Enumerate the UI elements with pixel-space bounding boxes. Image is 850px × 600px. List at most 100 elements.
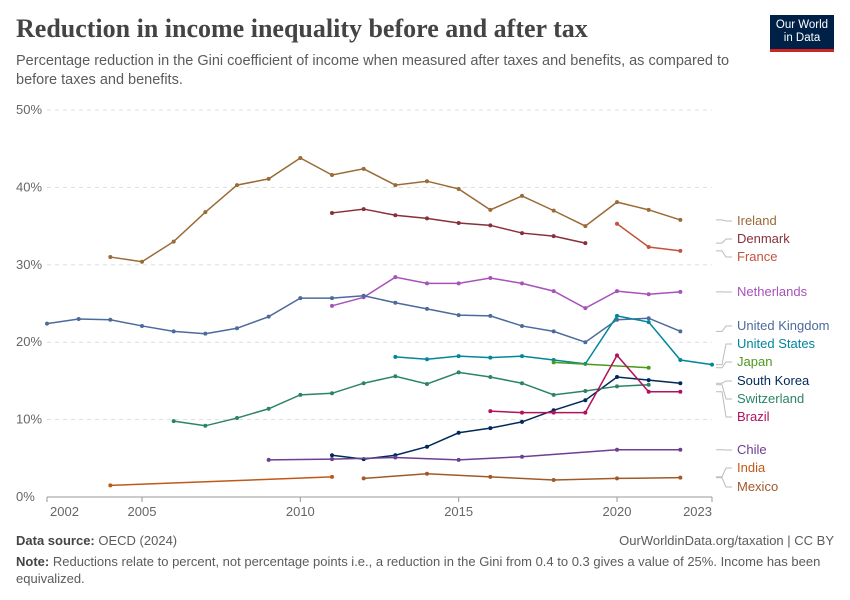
data-point — [520, 454, 524, 459]
data-point — [456, 221, 461, 226]
legend-label: France — [737, 249, 777, 264]
series-line-mexico — [363, 473, 681, 481]
data-point — [520, 419, 524, 424]
data-point — [76, 316, 81, 321]
data-point — [456, 457, 461, 462]
data-point — [615, 476, 619, 481]
data-point — [678, 329, 683, 334]
note-label: Note: — [16, 554, 50, 569]
legend-label: Japan — [737, 354, 772, 369]
data-point — [488, 426, 493, 431]
data-point — [520, 281, 524, 286]
data-point — [678, 475, 683, 480]
data-point — [171, 239, 176, 244]
data-point — [520, 354, 524, 359]
label-connector — [716, 361, 732, 369]
series-line-japan — [553, 361, 649, 369]
legend-label: United Kingdom — [737, 318, 830, 333]
data-point — [615, 313, 619, 318]
data-point — [583, 388, 588, 393]
data-point — [266, 406, 271, 411]
x-tick-label: 2015 — [444, 504, 473, 519]
data-point — [615, 384, 619, 389]
data-point — [551, 289, 556, 294]
series-line-denmark — [331, 208, 586, 244]
label-connector — [716, 467, 732, 478]
legend-label: Ireland — [737, 213, 777, 228]
label-connector — [716, 477, 732, 488]
legend-label: South Korea — [737, 373, 810, 388]
data-point — [330, 296, 334, 301]
data-point — [108, 483, 113, 488]
data-point — [488, 275, 493, 280]
data-point — [551, 208, 556, 213]
data-point — [330, 303, 334, 308]
source-label: Data source: — [16, 533, 95, 548]
x-tick-label: 2010 — [286, 504, 315, 519]
label-connector — [716, 238, 732, 244]
owid-logo[interactable]: Our World in Data — [770, 15, 834, 52]
data-point — [583, 398, 588, 403]
data-point — [551, 477, 556, 482]
data-point — [171, 329, 176, 334]
source-value[interactable]: OECD (2024) — [98, 533, 178, 548]
data-point — [551, 360, 556, 365]
legend-label: Mexico — [737, 479, 778, 494]
data-point — [615, 289, 619, 294]
data-point — [140, 323, 144, 328]
data-point — [583, 241, 588, 246]
label-connector — [716, 219, 732, 222]
data-point — [235, 416, 239, 421]
data-point — [425, 306, 429, 311]
data-point — [425, 471, 429, 476]
data-point — [456, 354, 461, 359]
data-point — [393, 213, 398, 218]
label-connector — [716, 384, 732, 400]
data-point — [330, 391, 334, 396]
legend-label: Denmark — [737, 231, 790, 246]
data-point — [393, 300, 398, 305]
data-point — [583, 410, 588, 415]
series-line-south-korea — [331, 376, 681, 460]
data-point — [330, 453, 334, 458]
legend-label: Brazil — [737, 409, 770, 424]
data-point — [203, 423, 208, 428]
legend-label: India — [737, 460, 766, 475]
data-point — [551, 329, 556, 334]
data-point — [266, 176, 271, 181]
data-point — [140, 259, 144, 264]
data-point — [393, 455, 398, 460]
x-tick-label: 2020 — [603, 504, 632, 519]
data-point — [235, 326, 239, 331]
data-point — [235, 183, 239, 188]
data-point — [646, 320, 651, 325]
label-connector — [716, 343, 732, 366]
data-point — [678, 389, 683, 394]
data-point — [551, 234, 556, 239]
data-point — [425, 216, 429, 221]
y-tick-label: 50% — [16, 102, 42, 117]
data-point — [361, 381, 366, 386]
data-point — [551, 392, 556, 397]
data-point — [393, 275, 398, 280]
data-point — [171, 419, 176, 424]
data-point — [678, 381, 683, 386]
data-point — [456, 313, 461, 318]
data-point — [520, 323, 524, 328]
data-point — [425, 444, 429, 449]
data-point — [615, 375, 619, 380]
data-point — [361, 293, 366, 298]
series-line-united-kingdom — [46, 295, 681, 344]
data-point — [678, 248, 683, 253]
y-tick-label: 30% — [16, 257, 42, 272]
series-line-india — [110, 476, 333, 487]
y-tick-label: 40% — [16, 179, 42, 194]
data-point — [45, 321, 49, 326]
chart-subtitle: Percentage reduction in the Gini coeffic… — [16, 53, 730, 88]
series-line-united-states — [395, 315, 713, 366]
x-tick-label: 2005 — [128, 504, 157, 519]
data-source: Data source: OECD (2024) — [16, 533, 177, 548]
data-point — [361, 207, 366, 212]
license-link[interactable]: OurWorldinData.org/taxation | CC BY — [619, 533, 834, 548]
x-tick-label: 2002 — [50, 504, 79, 519]
